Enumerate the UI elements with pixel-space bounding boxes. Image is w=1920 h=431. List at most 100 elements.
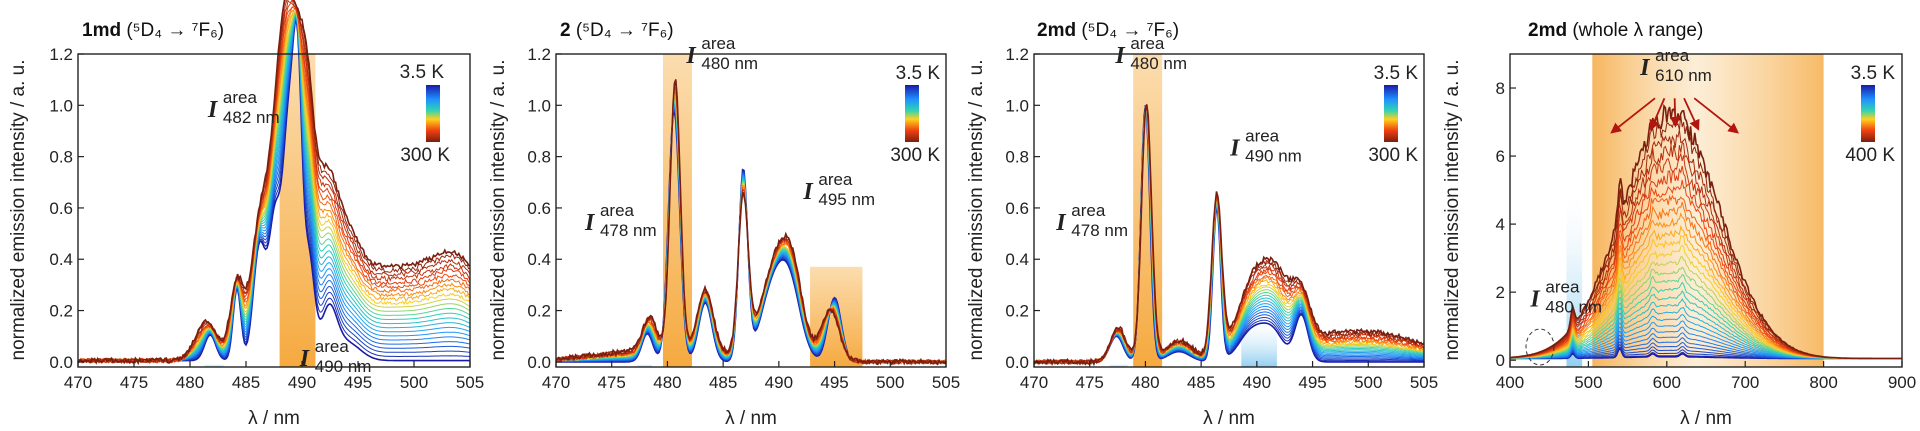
x-tick-label: 505 bbox=[932, 373, 960, 392]
annotation-symbol: I bbox=[1114, 43, 1126, 69]
integration-band-0 bbox=[1109, 363, 1128, 367]
y-tick-label: 1.0 bbox=[1005, 96, 1029, 115]
y-tick-label: 0.2 bbox=[527, 302, 551, 321]
x-tick-label: 490 bbox=[1243, 373, 1271, 392]
colorbar-legend: 3.5 K 300 K bbox=[400, 62, 451, 166]
x-tick-label: 475 bbox=[120, 373, 148, 392]
annotation-symbol: I bbox=[207, 97, 219, 123]
colorbar bbox=[1384, 85, 1398, 142]
y-axis-label: normalized emission intensity / a. u. bbox=[488, 60, 509, 361]
trend-arrow-4 bbox=[1693, 97, 1740, 134]
annotation-subscript: 480 nm bbox=[1130, 54, 1187, 73]
y-tick-label: 0.0 bbox=[1005, 353, 1029, 372]
annotation-superscript: area bbox=[1130, 34, 1165, 53]
legend-top-label: 3.5 K bbox=[896, 63, 941, 84]
y-tick-label: 1.2 bbox=[527, 45, 551, 64]
x-tick-label: 505 bbox=[1410, 373, 1438, 392]
panel-1md: 1md (⁵D₄ → ⁷F₆) 470 475 480 485 490 495 500 505… bbox=[8, 0, 484, 429]
y-tick-label: 0.6 bbox=[1005, 199, 1029, 218]
annotation-subscript: 490 nm bbox=[1245, 146, 1302, 165]
integration-band-0 bbox=[204, 363, 224, 367]
legend-bottom-label: 300 K bbox=[400, 145, 450, 166]
legend-top-label: 3.5 K bbox=[1374, 63, 1419, 84]
plot-frame bbox=[1509, 53, 1903, 368]
y-tick-label: 0.6 bbox=[49, 199, 73, 218]
panel-title: 1md (⁵D₄ → ⁷F₆) bbox=[82, 20, 224, 41]
annotation-subscript: 482 nm bbox=[223, 108, 280, 127]
annotation-subscript: 478 nm bbox=[1071, 221, 1128, 240]
annotation-superscript: area bbox=[223, 88, 258, 107]
x-tick-label: 495 bbox=[344, 373, 372, 392]
y-tick-label: 2 bbox=[1496, 283, 1505, 302]
y-tick-label: 0.0 bbox=[49, 353, 73, 372]
x-tick-label: 500 bbox=[876, 373, 904, 392]
y-tick-label: 4 bbox=[1496, 215, 1505, 234]
x-tick-label: 485 bbox=[232, 373, 260, 392]
integration-band-0 bbox=[637, 363, 652, 367]
annotation-subscript: 480 nm bbox=[1545, 297, 1602, 316]
legend-top-label: 3.5 K bbox=[400, 62, 445, 83]
annotation-subscript: 480 nm bbox=[701, 54, 758, 73]
trend-arrow-1 bbox=[1649, 97, 1666, 131]
annotation-superscript: area bbox=[701, 34, 736, 53]
y-tick-label: 0.8 bbox=[527, 148, 551, 167]
y-tick-label: 0.4 bbox=[49, 250, 73, 269]
colorbar-legend: 3.5 K 300 K bbox=[890, 63, 940, 166]
y-tick-label: 1.2 bbox=[1005, 45, 1029, 64]
panel-title-rest: (⁵D₄ → ⁷F₆) bbox=[571, 20, 674, 41]
panel-title-rest: (⁵D₄ → ⁷F₆) bbox=[1076, 20, 1179, 41]
annotation-superscript: area bbox=[1655, 46, 1690, 65]
legend-top-label: 3.5 K bbox=[1851, 63, 1896, 84]
y-axis-label: normalized emission intensity / a. u. bbox=[966, 60, 987, 361]
y-tick-label: 1.0 bbox=[49, 96, 73, 115]
x-tick-label: 475 bbox=[598, 373, 626, 392]
legend-bottom-label: 300 K bbox=[1368, 145, 1418, 166]
colorbar bbox=[905, 85, 919, 142]
y-tick-label: 0.0 bbox=[527, 353, 551, 372]
colorbar bbox=[1861, 85, 1875, 142]
x-tick-label: 470 bbox=[542, 373, 570, 392]
panel-title-bold: 1md bbox=[82, 20, 121, 41]
y-tick-label: 0.4 bbox=[1005, 250, 1029, 269]
annotation-symbol: I bbox=[1639, 55, 1651, 81]
plot-frame bbox=[1033, 53, 1425, 368]
y-axis-label: normalized emission intensity / a. u. bbox=[8, 60, 29, 361]
x-tick-label: 495 bbox=[820, 373, 848, 392]
x-tick-label: 700 bbox=[1731, 373, 1759, 392]
x-tick-label: 475 bbox=[1076, 373, 1104, 392]
x-tick-label: 500 bbox=[1354, 373, 1382, 392]
annotation-superscript: area bbox=[315, 337, 350, 356]
y-tick-label: 1.0 bbox=[527, 96, 551, 115]
x-tick-label: 505 bbox=[456, 373, 484, 392]
x-tick-label: 500 bbox=[1574, 373, 1602, 392]
y-tick-label: 0 bbox=[1496, 351, 1505, 370]
plot-frame bbox=[555, 53, 947, 368]
annotation-superscript: area bbox=[1071, 201, 1106, 220]
trend-arrow-3 bbox=[1683, 97, 1700, 131]
annotation-symbol: I bbox=[802, 179, 814, 205]
x-tick-label: 900 bbox=[1888, 373, 1916, 392]
x-tick-label: 600 bbox=[1653, 373, 1681, 392]
y-tick-label: 0.2 bbox=[1005, 302, 1029, 321]
panel-2md-whole: 2md (whole λ range) 400 500 600 700 800 900 0 2… bbox=[1442, 20, 1916, 429]
annotation-subscript: 610 nm bbox=[1655, 66, 1712, 85]
legend-bottom-label: 300 K bbox=[890, 145, 940, 166]
x-tick-label: 800 bbox=[1809, 373, 1837, 392]
annotation-subscript: 478 nm bbox=[600, 221, 657, 240]
trend-arrow-0 bbox=[1610, 97, 1656, 134]
panel-title-bold: 2md bbox=[1037, 20, 1076, 41]
y-tick-label: 0.8 bbox=[49, 148, 73, 167]
annotation-superscript: area bbox=[1545, 277, 1580, 296]
colorbar-legend: 3.5 K 300 K bbox=[1368, 63, 1418, 166]
x-tick-label: 480 bbox=[1131, 373, 1159, 392]
y-tick-label: 0.6 bbox=[527, 199, 551, 218]
emission-curve-29 bbox=[1509, 103, 1902, 360]
